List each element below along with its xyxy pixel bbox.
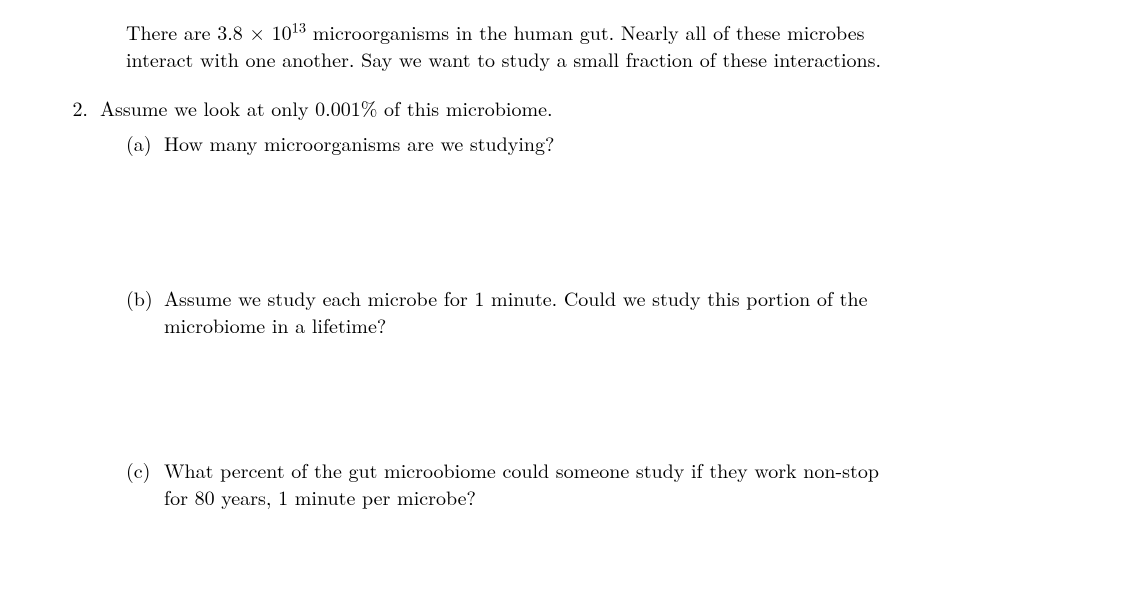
question-2: 2. Assume we look at only 0.001% of this… bbox=[40, 94, 1066, 121]
intro-line1-pre: There are 3.8 bbox=[126, 17, 249, 46]
part-a: (a) How many microorganisms are we study… bbox=[126, 129, 1066, 156]
part-b-label: (b) bbox=[126, 284, 164, 338]
intro-line1-post: microorganisms in the human gut. Nearly … bbox=[306, 17, 864, 46]
part-c-text: What percent of the gut microobiome coul… bbox=[164, 456, 1066, 510]
part-a-text: How many microorganisms are we studying? bbox=[164, 129, 1066, 156]
intro-line1-tenbase: 10 bbox=[265, 17, 292, 46]
times-symbol: × bbox=[249, 17, 265, 46]
part-c-line1: What percent of the gut microobiome coul… bbox=[164, 455, 879, 484]
intro-paragraph: There are 3.8 × 1013 microorganisms in t… bbox=[126, 18, 1066, 72]
part-b: (b) Assume we study each microbe for 1 m… bbox=[126, 284, 1066, 338]
page: There are 3.8 × 1013 microorganisms in t… bbox=[0, 0, 1146, 510]
part-b-line1: Assume we study each microbe for 1 minut… bbox=[164, 283, 867, 312]
part-c-label: (c) bbox=[126, 456, 164, 510]
part-a-label: (a) bbox=[126, 129, 164, 156]
part-b-line2: microbiome in a lifetime? bbox=[164, 310, 386, 339]
part-b-text: Assume we study each microbe for 1 minut… bbox=[164, 284, 1066, 338]
question-number: 2. bbox=[40, 94, 100, 121]
question-text: Assume we look at only 0.001% of this mi… bbox=[100, 94, 1066, 121]
intro-line1-exponent: 13 bbox=[292, 17, 306, 37]
part-c: (c) What percent of the gut microobiome … bbox=[126, 456, 1066, 510]
intro-line2: interact with one another. Say we want t… bbox=[126, 44, 881, 73]
part-c-line2: for 80 years, 1 minute per microbe? bbox=[164, 482, 476, 511]
